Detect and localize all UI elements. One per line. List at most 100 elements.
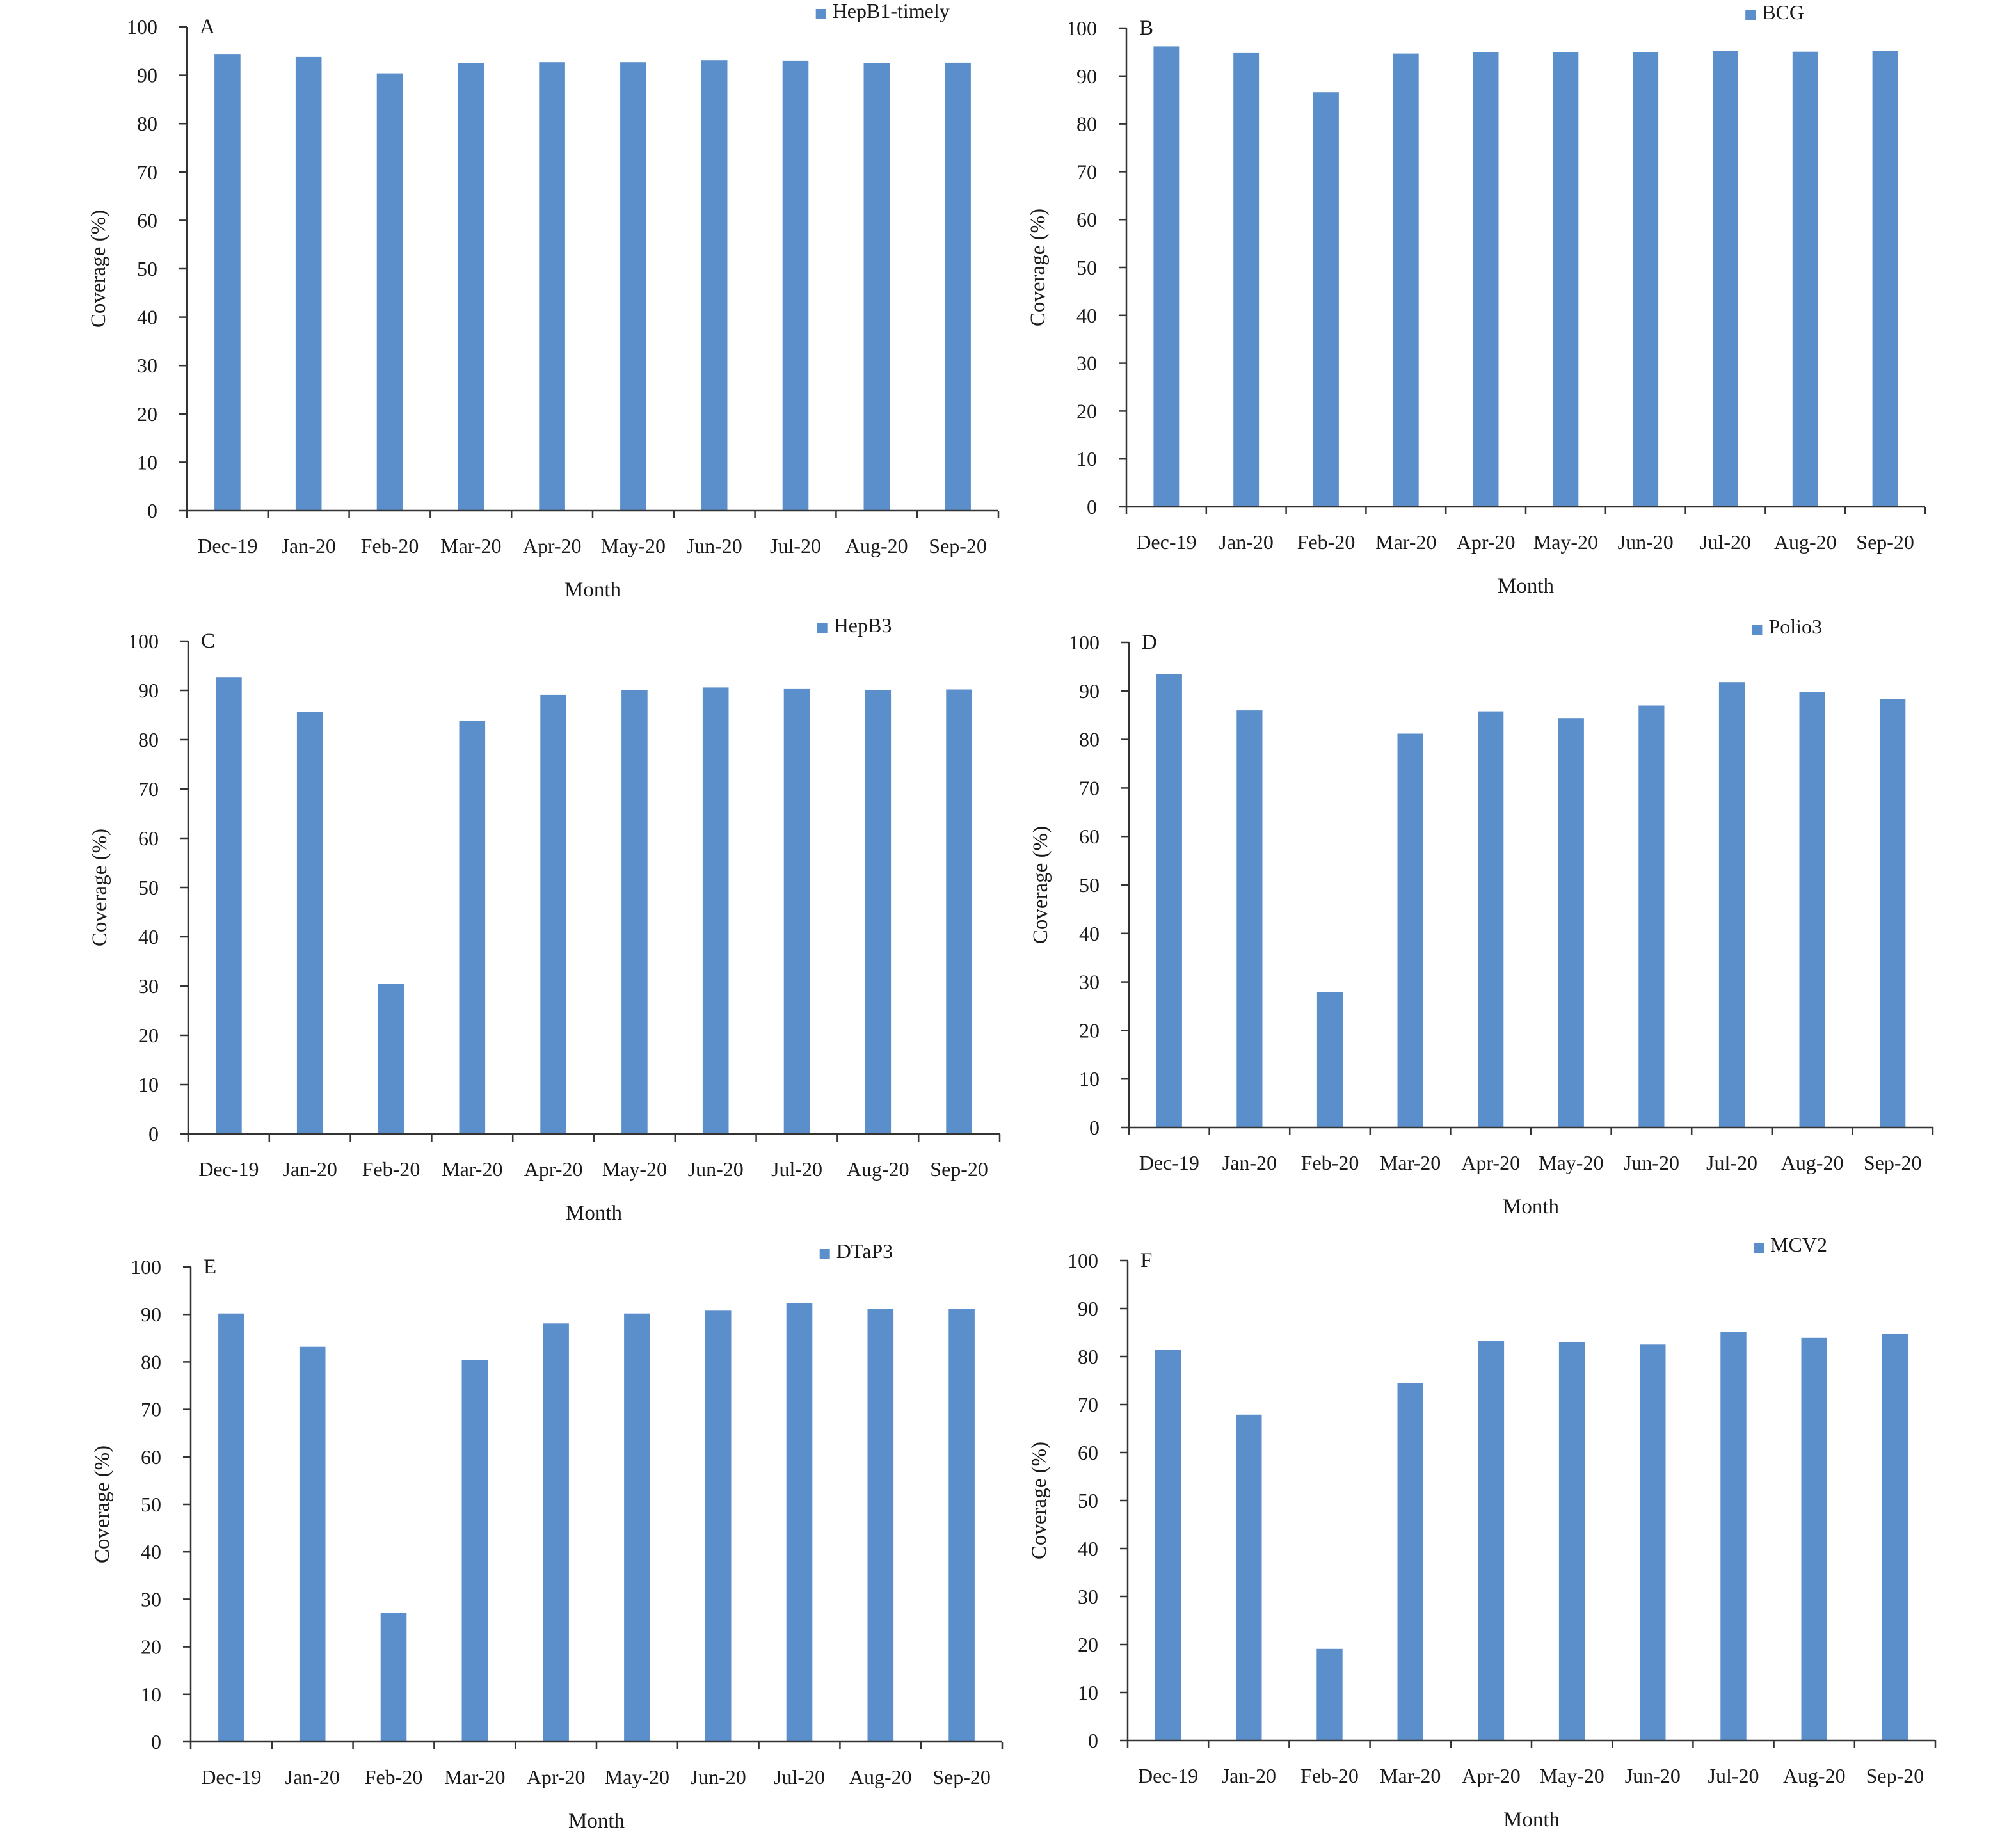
y-tick-label: 90 [1078, 1297, 1098, 1320]
y-tick-label: 30 [138, 975, 159, 998]
panel-d: 0 10 20 30 40 50 60 70 80 90 100 Dec-19 Jan-20 Feb-20… [1029, 615, 1934, 1218]
bar-jun-20 [705, 1310, 732, 1742]
bar-sep-20 [945, 62, 971, 511]
x-tick-label: Dec-19 [1139, 1151, 1199, 1174]
x-tick-label: Jul-20 [774, 1765, 825, 1788]
y-tick-label: 40 [138, 925, 159, 948]
x-tick-label: Sep-20 [1866, 1764, 1924, 1787]
bar-jul-20 [786, 1303, 813, 1742]
x-tick-label: May-20 [1533, 530, 1598, 554]
bar-dec-19 [1156, 674, 1182, 1127]
x-tick-label: Jun-20 [1624, 1151, 1679, 1174]
y-tick-label: 20 [1076, 399, 1097, 422]
y-tick-label: 50 [138, 876, 159, 899]
x-axis-title: Month [564, 578, 621, 601]
x-tick-label: Jul-20 [770, 534, 821, 557]
y-tick-label: 80 [1078, 1345, 1098, 1368]
y-tick-label: 20 [137, 402, 157, 426]
y-tick-label: 0 [148, 1122, 159, 1145]
x-tick-label: Apr-20 [524, 1158, 583, 1181]
y-tick-label: 90 [141, 1303, 161, 1326]
x-axis-title: Month [1503, 1195, 1560, 1218]
bar-sep-20 [948, 1309, 975, 1742]
bar-sep-20 [1872, 51, 1898, 507]
x-tick-label: Aug-20 [847, 1158, 909, 1181]
x-tick-label: Jun-20 [1625, 1764, 1681, 1787]
y-tick-label: 50 [1079, 873, 1100, 896]
x-tick-label: Feb-20 [362, 1158, 420, 1181]
y-tick-label: 0 [1088, 1729, 1098, 1752]
x-tick-label: Aug-20 [1774, 530, 1837, 554]
x-tick-label: Dec-19 [201, 1765, 261, 1788]
x-tick-label: Jan-20 [282, 534, 336, 557]
y-tick-label: 50 [141, 1493, 161, 1516]
y-tick-label: 70 [138, 777, 159, 801]
x-tick-label: May-20 [605, 1765, 669, 1788]
bar-sep-20 [946, 689, 972, 1134]
x-tick-label: Mar-20 [440, 534, 501, 557]
x-tick-label: Dec-19 [197, 534, 257, 557]
bar-jul-20 [783, 688, 810, 1134]
panel-letter: E [204, 1255, 216, 1278]
y-tick-label: 90 [1076, 65, 1097, 88]
legend-label: MCV2 [1770, 1233, 1827, 1256]
bar-dec-19 [216, 677, 242, 1134]
y-tick-label: 90 [137, 64, 157, 87]
legend-label: Polio3 [1768, 615, 1822, 638]
panel-c: 0 10 20 30 40 50 60 70 80 90 100 Dec-19 Jan-20 Feb-20… [88, 614, 1001, 1225]
legend-label: BCG [1762, 1, 1804, 24]
x-tick-label: Jan-20 [1222, 1764, 1276, 1787]
x-tick-label: Jan-20 [285, 1765, 340, 1788]
y-tick-label: 40 [141, 1540, 161, 1563]
bar-apr-20 [540, 694, 566, 1134]
y-axis-title: Coverage (%) [1029, 826, 1052, 944]
y-tick-label: 80 [138, 728, 159, 751]
y-tick-label: 100 [1069, 631, 1100, 654]
x-tick-label: Mar-20 [444, 1765, 505, 1788]
x-tick-label: May-20 [1539, 1151, 1603, 1174]
x-tick-label: May-20 [601, 534, 666, 557]
bar-jan-20 [296, 712, 323, 1134]
y-tick-label: 40 [1079, 922, 1100, 945]
y-tick-label: 100 [128, 630, 159, 653]
x-tick-label: Aug-20 [1783, 1764, 1846, 1787]
x-axis-title: Month [1498, 575, 1555, 598]
x-tick-label: Jan-20 [283, 1158, 337, 1181]
legend-label: HepB3 [834, 614, 892, 637]
x-tick-label: Dec-19 [1136, 530, 1196, 554]
y-tick-label: 40 [137, 306, 157, 329]
bar-jan-20 [295, 56, 322, 511]
y-tick-label: 0 [1087, 495, 1097, 518]
bar-may-20 [621, 690, 648, 1134]
panel-f: 0 10 20 30 40 50 60 70 80 90 100 Dec-19 Jan-20 Feb-20… [1028, 1233, 1937, 1831]
y-tick-label: 60 [141, 1446, 161, 1469]
x-tick-label: Jul-20 [1708, 1764, 1759, 1787]
x-tick-label: Feb-20 [1300, 1764, 1359, 1787]
y-tick-label: 70 [141, 1398, 161, 1421]
bar-jul-20 [1720, 1332, 1747, 1741]
x-tick-label: Jul-20 [771, 1158, 822, 1181]
y-tick-label: 20 [1079, 1019, 1100, 1042]
bar-jan-20 [299, 1346, 326, 1742]
x-tick-label: Apr-20 [1461, 1151, 1520, 1174]
y-tick-label: 70 [1078, 1393, 1098, 1416]
panel-letter: C [201, 630, 215, 653]
bar-apr-20 [1473, 52, 1499, 507]
panel-b: 0 10 20 30 40 50 60 70 80 90 100 Dec-19 Jan-20 Feb-20… [1027, 1, 1926, 598]
y-tick-label: 70 [137, 161, 157, 184]
bar-mar-20 [1397, 733, 1423, 1127]
x-tick-label: Mar-20 [442, 1158, 502, 1181]
x-tick-label: Jan-20 [1219, 530, 1274, 554]
y-tick-label: 100 [127, 15, 157, 38]
bar-feb-20 [1316, 992, 1343, 1127]
bar-jul-20 [782, 60, 809, 511]
x-tick-label: Apr-20 [523, 534, 582, 557]
bar-dec-19 [1153, 46, 1180, 507]
bar-apr-20 [1478, 1341, 1505, 1740]
y-tick-label: 0 [151, 1730, 161, 1753]
bar-feb-20 [1313, 92, 1339, 507]
legend-label: HepB1-timely [833, 0, 950, 22]
y-axis-title: Coverage (%) [1028, 1442, 1051, 1559]
y-tick-label: 50 [1076, 256, 1097, 279]
x-tick-label: May-20 [1539, 1764, 1604, 1787]
